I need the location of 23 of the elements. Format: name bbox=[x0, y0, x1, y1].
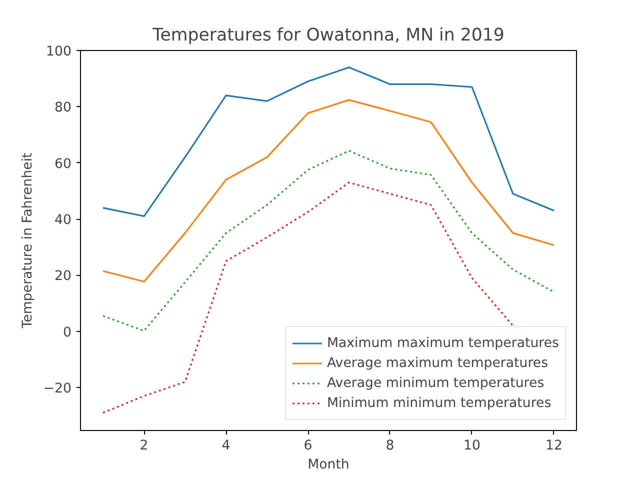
line-series bbox=[102, 66, 555, 218]
y-tick-label: 60 bbox=[54, 156, 72, 172]
x-tick-label: 12 bbox=[545, 438, 562, 454]
x-tick-label: 10 bbox=[463, 438, 480, 454]
y-tick-label: 40 bbox=[54, 213, 72, 228]
line-series bbox=[102, 99, 555, 282]
x-tick-label: 4 bbox=[222, 438, 230, 454]
x-tick-label: 8 bbox=[386, 438, 394, 454]
y-tick-label: 100 bbox=[46, 44, 72, 60]
legend-label: Minimum minimum temperatures bbox=[326, 396, 552, 410]
x-tick-label: 2 bbox=[140, 438, 148, 454]
y-tick-label: 80 bbox=[54, 100, 72, 116]
legend-label: Average maximum temperatures bbox=[326, 356, 548, 370]
y-axis-title: Temperature in Fahrenheit bbox=[20, 152, 36, 330]
y-tick-label: 0 bbox=[63, 325, 72, 340]
x-axis-title: Month bbox=[308, 458, 350, 472]
y-tick-label: −20 bbox=[43, 382, 72, 397]
legend-label: Average minimum temperatures bbox=[326, 376, 544, 390]
x-tick-label: 6 bbox=[304, 438, 312, 454]
legend-label: Maximum maximum temperatures bbox=[326, 336, 559, 350]
chart-title: Temperatures for Owatonna, MN in 2019 bbox=[152, 26, 504, 46]
y-tick-label: 20 bbox=[54, 269, 72, 284]
line-series bbox=[102, 150, 555, 332]
